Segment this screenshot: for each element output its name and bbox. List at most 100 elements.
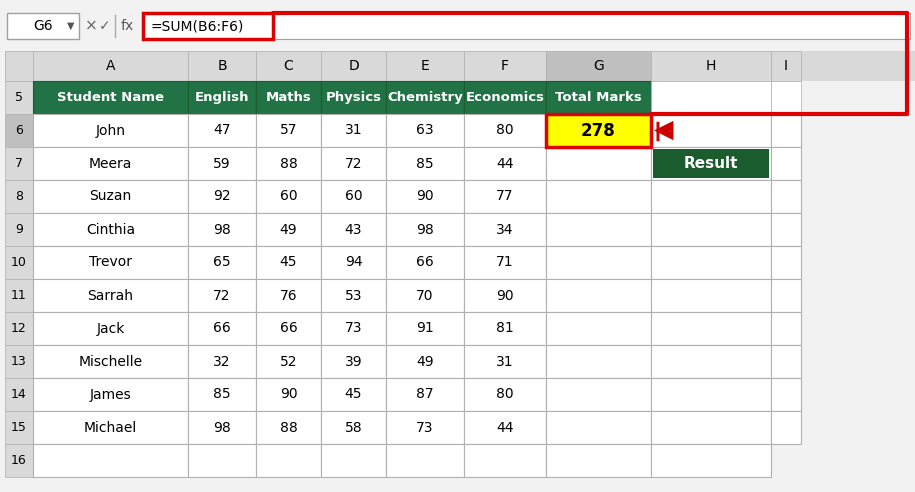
Text: Jack: Jack bbox=[96, 321, 124, 336]
Bar bbox=[188, 411, 256, 444]
Text: 34: 34 bbox=[496, 222, 513, 237]
Bar bbox=[256, 114, 321, 147]
Text: 47: 47 bbox=[213, 123, 231, 137]
Bar bbox=[33, 180, 188, 213]
Bar bbox=[5, 246, 33, 279]
Bar bbox=[188, 180, 256, 213]
Bar bbox=[188, 312, 256, 345]
Bar bbox=[0, 5, 915, 51]
Text: 58: 58 bbox=[345, 421, 362, 434]
Bar bbox=[188, 345, 256, 378]
Bar bbox=[771, 51, 801, 81]
Bar bbox=[386, 411, 464, 444]
Bar bbox=[464, 345, 546, 378]
Text: B: B bbox=[217, 59, 227, 73]
Bar bbox=[464, 180, 546, 213]
Bar bbox=[33, 147, 188, 180]
Bar bbox=[386, 246, 464, 279]
Text: 60: 60 bbox=[345, 189, 362, 204]
Bar bbox=[546, 213, 651, 246]
Bar bbox=[386, 444, 464, 477]
Bar bbox=[651, 345, 771, 378]
Bar bbox=[464, 246, 546, 279]
Text: 6: 6 bbox=[15, 124, 23, 137]
Bar bbox=[771, 345, 801, 378]
Bar bbox=[546, 279, 651, 312]
Text: 45: 45 bbox=[280, 255, 297, 270]
Text: 15: 15 bbox=[11, 421, 27, 434]
Bar bbox=[651, 279, 771, 312]
Text: 12: 12 bbox=[11, 322, 27, 335]
Bar bbox=[188, 444, 256, 477]
Bar bbox=[546, 444, 651, 477]
Text: 94: 94 bbox=[345, 255, 362, 270]
Bar bbox=[546, 51, 651, 81]
Bar bbox=[5, 378, 33, 411]
Bar bbox=[651, 378, 771, 411]
Text: 52: 52 bbox=[280, 355, 297, 369]
Text: 32: 32 bbox=[213, 355, 231, 369]
Text: 59: 59 bbox=[213, 156, 231, 171]
Bar bbox=[546, 114, 651, 147]
Bar bbox=[256, 411, 321, 444]
Text: Trevor: Trevor bbox=[89, 255, 132, 270]
Bar bbox=[321, 180, 386, 213]
Text: Student Name: Student Name bbox=[57, 91, 164, 104]
Text: A: A bbox=[106, 59, 115, 73]
Bar bbox=[386, 312, 464, 345]
Text: 88: 88 bbox=[280, 421, 297, 434]
Bar bbox=[256, 51, 321, 81]
Bar bbox=[651, 114, 771, 147]
Bar bbox=[771, 180, 801, 213]
Bar bbox=[464, 444, 546, 477]
Text: 85: 85 bbox=[416, 156, 434, 171]
Bar bbox=[546, 378, 651, 411]
Text: 72: 72 bbox=[345, 156, 362, 171]
Bar bbox=[5, 114, 33, 147]
Bar bbox=[33, 312, 188, 345]
Bar bbox=[546, 312, 651, 345]
Bar bbox=[5, 147, 33, 180]
Bar bbox=[273, 13, 910, 39]
Bar bbox=[33, 246, 188, 279]
Bar bbox=[256, 312, 321, 345]
Text: 90: 90 bbox=[496, 288, 514, 303]
Bar bbox=[651, 411, 771, 444]
Bar bbox=[771, 114, 801, 147]
Text: E: E bbox=[421, 59, 429, 73]
Bar bbox=[188, 378, 256, 411]
Text: 66: 66 bbox=[213, 321, 231, 336]
Bar bbox=[771, 411, 801, 444]
Bar bbox=[386, 213, 464, 246]
Text: 63: 63 bbox=[416, 123, 434, 137]
Bar bbox=[188, 51, 256, 81]
Text: Physics: Physics bbox=[326, 91, 382, 104]
Bar bbox=[464, 51, 546, 81]
Text: G6: G6 bbox=[33, 19, 53, 33]
Bar bbox=[256, 378, 321, 411]
Bar bbox=[321, 279, 386, 312]
Bar bbox=[33, 279, 188, 312]
Text: 66: 66 bbox=[280, 321, 297, 336]
Bar bbox=[546, 345, 651, 378]
Text: Economics: Economics bbox=[466, 91, 544, 104]
Bar bbox=[5, 81, 33, 114]
Text: ▼: ▼ bbox=[67, 21, 75, 31]
Text: James: James bbox=[90, 388, 132, 401]
Bar bbox=[33, 378, 188, 411]
Bar bbox=[771, 279, 801, 312]
Text: 70: 70 bbox=[416, 288, 434, 303]
Text: English: English bbox=[195, 91, 249, 104]
Bar bbox=[33, 81, 188, 114]
Text: ✓: ✓ bbox=[99, 19, 111, 33]
Bar bbox=[771, 312, 801, 345]
Text: 98: 98 bbox=[213, 421, 231, 434]
Bar bbox=[321, 246, 386, 279]
Bar bbox=[188, 81, 256, 114]
Bar bbox=[651, 213, 771, 246]
Bar bbox=[188, 279, 256, 312]
Bar bbox=[651, 246, 771, 279]
Text: Cinthia: Cinthia bbox=[86, 222, 135, 237]
Bar bbox=[33, 213, 188, 246]
Text: I: I bbox=[784, 59, 788, 73]
